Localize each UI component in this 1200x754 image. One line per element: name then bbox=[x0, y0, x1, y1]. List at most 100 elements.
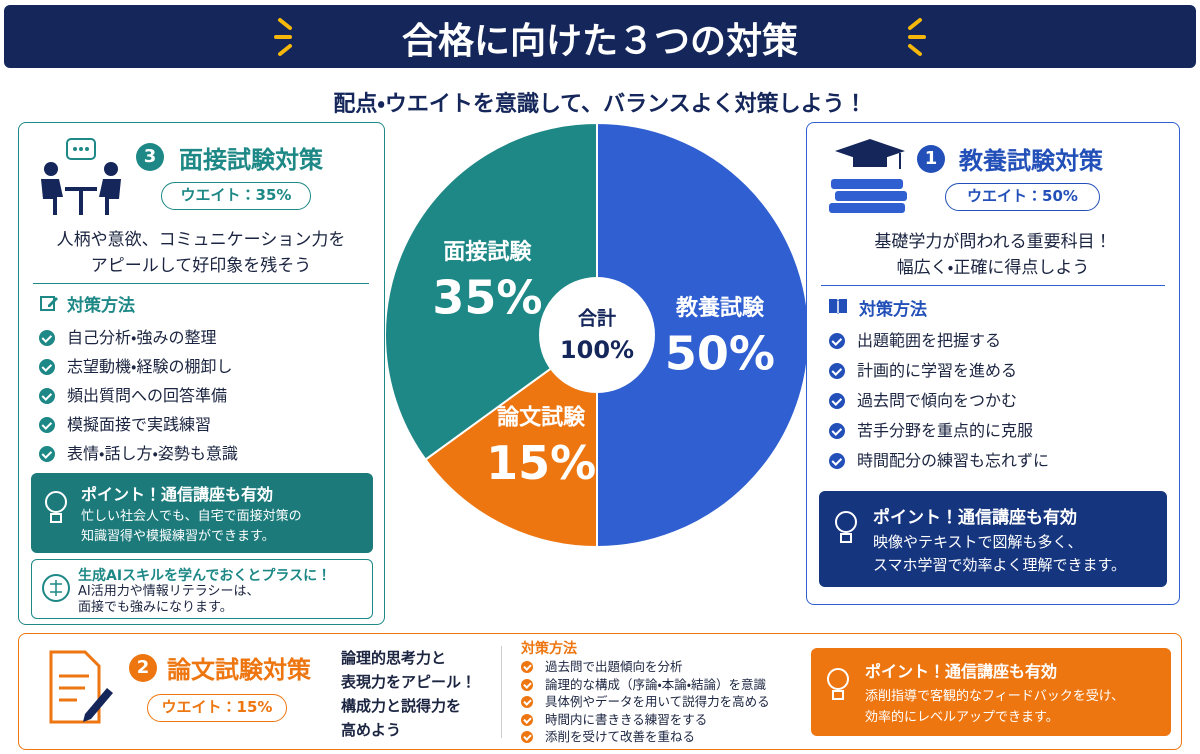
method-text: 過去問で傾向をつかむ bbox=[857, 391, 1018, 410]
point-title: ポイント！通信講座も有効 bbox=[865, 662, 1058, 681]
weight-pill: ウエイト：50% bbox=[945, 183, 1100, 211]
point-box: ポイント！通信講座も有効 映像やテキストで図解も多く、 スマホ学習で効率よく理解… bbox=[819, 491, 1167, 587]
pie-slice bbox=[384, 121, 598, 462]
bulb-icon bbox=[835, 511, 857, 543]
center-hole bbox=[539, 277, 655, 393]
method-item: 頻出質問への回答準備 bbox=[39, 381, 238, 410]
method-text: 模擬面接で実践練習 bbox=[67, 415, 212, 434]
check-icon bbox=[829, 363, 845, 379]
method-list: 自己分析・強みの整理 志望動機・経験の棚卸し 頻出質問への回答準備 模擬面接で実践練習… bbox=[39, 323, 238, 468]
method-text: 頻出質問への回答準備 bbox=[67, 386, 228, 405]
point-box: ポイント！通信講座も有効 添削指導で客観的なフィードバックを受け、 効率的にレベ… bbox=[811, 648, 1171, 736]
point-box: ポイント！通信講座も有効 忙しい社会人でも、自宅で面接対策の 知識習得や模擬練習… bbox=[31, 473, 373, 553]
method-title: 対策方法 bbox=[859, 300, 927, 320]
lead: 人柄や意欲、コミュニケーション力を アピールして好印象を残そう bbox=[19, 227, 383, 279]
slice-value-label: 15% bbox=[486, 436, 596, 490]
method-text: 時間内に書ききる練習をする bbox=[545, 711, 708, 727]
lead: 論理的思考力と 表現力をアピール！ 構成力と説得力を 高めよう bbox=[341, 646, 476, 742]
lead-line: 高めよう bbox=[341, 721, 402, 739]
method-text: 志望動機・経験の棚卸し bbox=[67, 357, 233, 376]
method-text: 表情・話し方・姿勢も意識 bbox=[67, 444, 238, 463]
method-text: 計画的に学習を進める bbox=[857, 361, 1018, 380]
method-item: 過去問で傾向をつかむ bbox=[829, 386, 1049, 416]
spark-right bbox=[908, 18, 926, 56]
check-icon bbox=[829, 453, 845, 469]
section-number: 2 bbox=[129, 654, 157, 682]
check-icon bbox=[521, 678, 533, 691]
point-text: 添削指導で客観的なフィードバックを受け、 効率的にレベルアップできます。 bbox=[865, 686, 1124, 728]
method-item: 時間配分の練習も忘れずに bbox=[829, 446, 1049, 476]
point-line: 効率的にレベルアップできます。 bbox=[865, 710, 1059, 725]
method-title: 対策方法 bbox=[521, 641, 577, 657]
document-icon bbox=[49, 650, 113, 724]
lead-line: 論理的思考力と bbox=[341, 649, 447, 667]
tip-title: 生成AIスキルを学んでおくとプラスに！ bbox=[78, 568, 332, 584]
center-label: 合計 bbox=[578, 307, 616, 330]
lead-line: アピールして好印象を残そう bbox=[90, 256, 312, 276]
pie-slice bbox=[424, 333, 598, 549]
point-text: 映像やテキストで図解も多く、 スマホ学習で効率よく理解できます。 bbox=[873, 531, 1126, 577]
tip-text: AI活用力や情報リテラシーは、 面接でも強みになります。 bbox=[78, 584, 259, 616]
divider bbox=[33, 283, 369, 284]
check-icon bbox=[39, 446, 55, 462]
pencil-icon bbox=[40, 296, 58, 311]
slice-value-label: 35% bbox=[432, 271, 542, 325]
method-list: 過去問で出題傾向を分析論理的な構成（序論・本論・結論）を意識 具体例やデータを用い… bbox=[521, 658, 770, 746]
lead-line: 幅広く・正確に得点しよう bbox=[896, 258, 1090, 278]
section-title: 論文試験対策 bbox=[167, 656, 311, 684]
method-text: 添削を受けて改善を重ねる bbox=[545, 729, 696, 744]
method-title: 対策方法 bbox=[67, 296, 135, 316]
section-title: 教養試験対策 bbox=[959, 147, 1103, 175]
section-title: 面接試験対策 bbox=[179, 146, 323, 174]
header-bar bbox=[4, 5, 1196, 68]
method-text: 苦手分野を重点的に克服 bbox=[857, 421, 1034, 440]
lead-line: 基礎学力が問われる重要科目！ bbox=[874, 232, 1112, 252]
check-icon bbox=[39, 388, 55, 404]
method-text: 自己分析・強みの整理 bbox=[67, 328, 217, 347]
section-number: 1 bbox=[917, 145, 945, 173]
check-icon bbox=[829, 423, 845, 439]
method-text: 過去問で出題傾向を分析 bbox=[545, 659, 683, 674]
tip-box: 生成AIスキルを学んでおくとプラスに！ AI活用力や情報リテラシーは、 面接でも… bbox=[31, 559, 373, 619]
method-item: 具体例やデータを用いて説得力を高める bbox=[521, 693, 770, 711]
slice-category: 面接試験 bbox=[443, 239, 532, 265]
check-icon bbox=[39, 417, 55, 433]
point-line: 忙しい社会人でも、自宅で面接対策の bbox=[81, 509, 302, 524]
method-item: 模擬面接で実践練習 bbox=[39, 410, 238, 439]
bulb-icon bbox=[827, 668, 849, 700]
lead-line: 表現力をアピール！ bbox=[341, 673, 477, 691]
check-icon bbox=[521, 713, 533, 726]
slice-category: 論文試験 bbox=[497, 405, 586, 431]
point-line: スマホ学習で効率よく理解できます。 bbox=[873, 556, 1127, 574]
method-item: 出題範囲を把握する bbox=[829, 326, 1049, 356]
slice-value-label: 50% bbox=[665, 327, 775, 381]
point-title: ポイント！通信講座も有効 bbox=[873, 508, 1077, 528]
book-icon bbox=[829, 299, 847, 314]
lead-line: 構成力と説得力を bbox=[341, 697, 462, 715]
tip-line: 面接でも強みになります。 bbox=[78, 600, 233, 615]
method-item: 表情・話し方・姿勢も意識 bbox=[39, 439, 238, 468]
divider bbox=[501, 646, 502, 738]
check-icon bbox=[521, 696, 533, 708]
interview-panel: 3 面接試験対策 ウエイト：35% 人柄や意欲、コミュニケーション力を アピール… bbox=[18, 122, 385, 625]
divider bbox=[821, 285, 1165, 286]
method-list: 出題範囲を把握する計画的に学習を進める 過去問で傾向をつかむ 苦手分野を重点的に克服… bbox=[829, 326, 1049, 476]
subtitle: 配点・ウエイトを意識して、バランスよく対策しよう！ bbox=[333, 92, 867, 117]
tip-line: AI活用力や情報リテラシーは、 bbox=[78, 584, 260, 599]
weight-pill: ウエイト：35% bbox=[161, 182, 311, 210]
check-icon bbox=[829, 333, 845, 349]
method-item: 論理的な構成（序論・本論・結論）を意識 bbox=[521, 676, 770, 694]
general-panel: 1 教養試験対策 ウエイト：50% 基礎学力が問われる重要科目！ 幅広く・正確に… bbox=[806, 122, 1180, 605]
point-title: ポイント！通信講座も有効 bbox=[81, 485, 274, 504]
bulb-icon bbox=[45, 491, 67, 523]
center-total: 100% bbox=[560, 336, 634, 364]
method-text: 具体例やデータを用いて説得力を高める bbox=[545, 694, 770, 709]
method-item: 過去問で出題傾向を分析 bbox=[521, 658, 770, 676]
method-item: 添削を受けて改善を重ねる bbox=[521, 728, 770, 746]
slice-category: 教養試験 bbox=[675, 295, 765, 321]
spark-left bbox=[274, 18, 292, 56]
method-text: 時間配分の練習も忘れずに bbox=[857, 451, 1050, 470]
method-item: 自己分析・強みの整理 bbox=[39, 323, 238, 352]
pie-chart: 教養試験 50% 論文試験 15% 面接試験 35% 合計 100% bbox=[384, 121, 810, 549]
